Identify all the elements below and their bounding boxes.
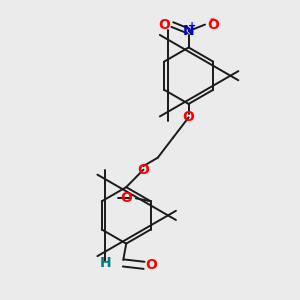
Text: -: - (209, 13, 214, 26)
Text: O: O (207, 18, 219, 32)
Text: O: O (159, 18, 170, 32)
Text: O: O (137, 163, 149, 177)
Text: O: O (183, 110, 195, 124)
Text: +: + (188, 21, 196, 32)
Text: N: N (183, 24, 194, 38)
Text: H: H (100, 256, 111, 270)
Text: O: O (120, 191, 132, 205)
Text: O: O (146, 258, 158, 272)
